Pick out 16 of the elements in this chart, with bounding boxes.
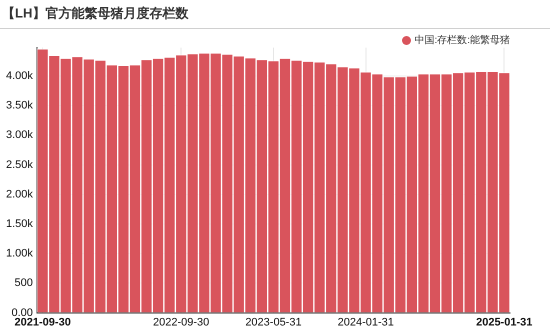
x-tick-label: 2021-09-30	[14, 316, 71, 328]
y-tick-label: 4.00k	[6, 70, 34, 82]
y-tick-label: 3.00k	[6, 129, 34, 142]
y-tick-label: 2.50k	[6, 158, 34, 171]
x-tick-label: 2024-01-31	[338, 316, 394, 328]
y-tick-label: 1.00k	[6, 248, 34, 260]
y-tick-label: 2.00k	[6, 188, 34, 200]
y-tick-label: 3.50k	[6, 100, 34, 112]
x-tick-label: 2022-09-30	[153, 316, 210, 328]
chart-title: 【LH】官方能繁母猪月度存栏数	[2, 5, 190, 20]
y-tick-label: 1.50k	[6, 218, 34, 230]
y-tick-label: 500	[14, 277, 33, 290]
y-tick-label: 0.00	[11, 306, 33, 319]
x-tick-label: 2025-01-31	[476, 316, 532, 328]
x-tick-label: 2023-05-31	[245, 316, 302, 328]
legend-label: 中国:存栏数:能繁母猪	[414, 34, 510, 47]
